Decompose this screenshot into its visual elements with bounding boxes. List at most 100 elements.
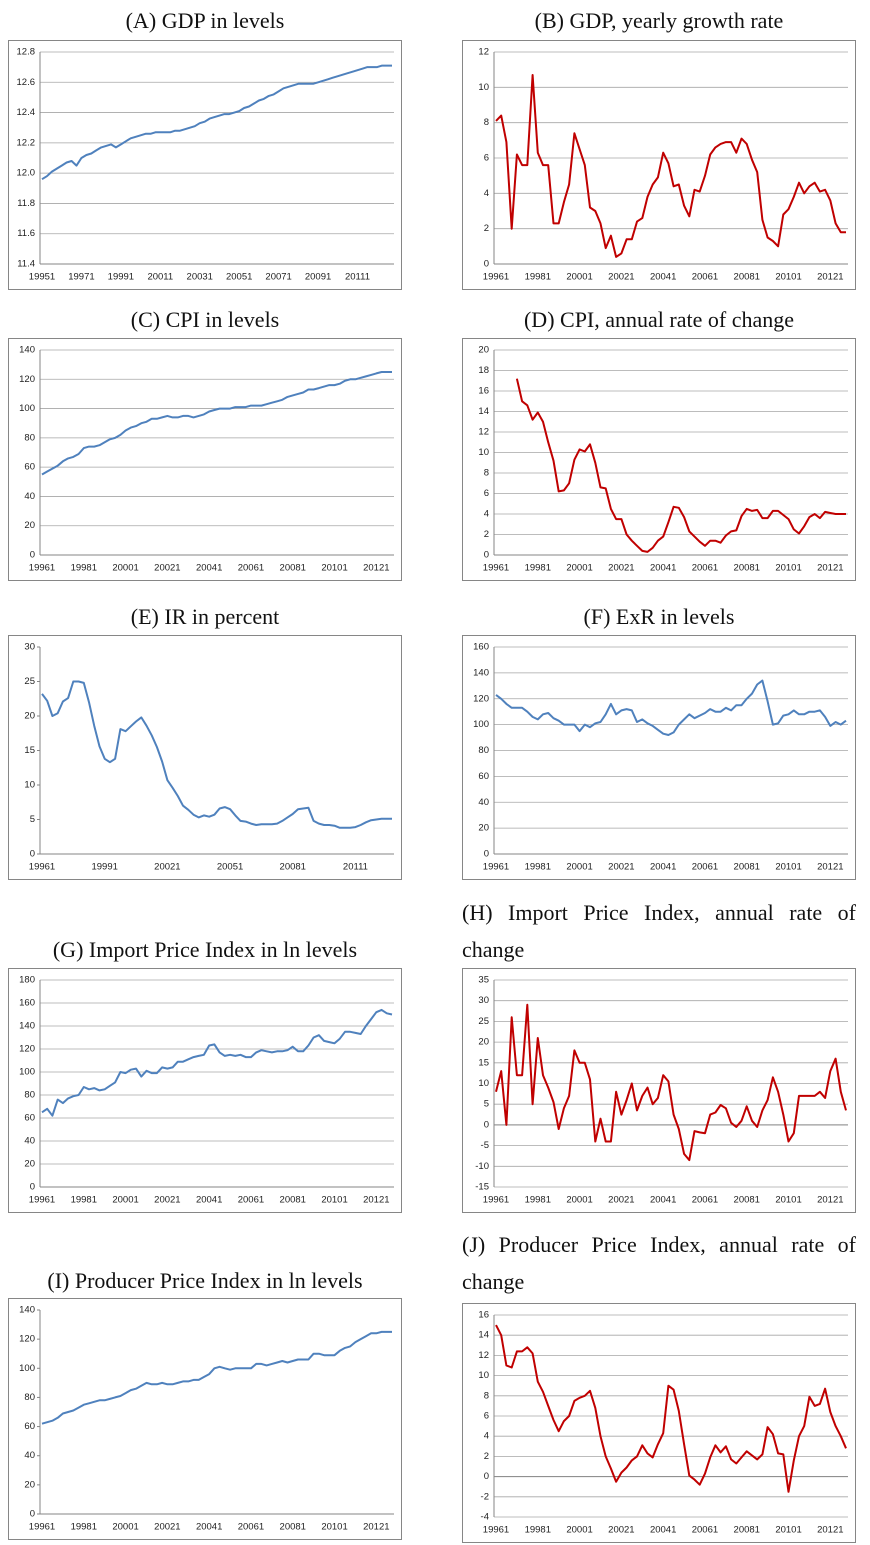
x-tick-label: 20041 (650, 862, 676, 873)
chart: 0 5 10 15 20 25 30 19961 19991 20021 20051 20081 201… (8, 635, 402, 880)
y-tick-label: 20 (24, 1159, 35, 1170)
x-tick-label: 20001 (566, 1195, 592, 1206)
x-tick-label: 20121 (817, 272, 843, 283)
x-tick-label: 19951 (29, 272, 55, 283)
y-tick-label: 14 (478, 406, 489, 417)
y-tick-label: 10 (478, 447, 489, 458)
y-tick-label: 0 (484, 550, 489, 561)
y-tick-label: 10 (478, 1078, 489, 1089)
x-tick-label: 20081 (734, 272, 760, 283)
chart-title: (D) CPI, annual rate of change (523, 307, 794, 332)
data-line (515, 378, 846, 553)
y-tick-label: 2 (484, 223, 489, 234)
y-tick-label: 100 (473, 719, 489, 730)
frame (8, 635, 402, 880)
x-tick-label: 19991 (108, 272, 134, 283)
x-tick-label: 20081 (280, 862, 306, 873)
y-tick-label: 12 (478, 427, 489, 438)
x-tick-label: 20001 (112, 1522, 138, 1533)
x-tick-label: 20091 (305, 272, 331, 283)
y-tick-label: 0 (30, 550, 35, 561)
y-tick-label: 8 (484, 117, 489, 128)
y-tick-label: 60 (478, 771, 489, 782)
chart: 0 2 4 6 8 10 12 19961 19981 20001 20021 20041 20061 2… (462, 40, 856, 290)
x-tick-label: 20121 (363, 563, 389, 574)
y-tick-label: -2 (481, 1491, 489, 1502)
y-tick-label: 120 (19, 374, 35, 385)
y-tick-label: 12.8 (17, 47, 36, 58)
y-tick-label: 180 (19, 975, 35, 986)
x-tick-label: 20021 (154, 862, 180, 873)
x-tick-label: 19981 (525, 272, 551, 283)
x-tick-label: 20021 (154, 563, 180, 574)
x-tick-label: 20101 (775, 563, 801, 574)
x-tick-label: 20121 (817, 563, 843, 574)
y-tick-label: 0 (30, 849, 35, 860)
x-tick-label: 20061 (692, 272, 718, 283)
y-tick-label: 15 (478, 1057, 489, 1068)
chart: 0 20 40 60 80 100 120 140 19961 19981 20001 20021 20… (8, 338, 402, 581)
x-tick-label: 20111 (345, 272, 370, 283)
chart-title: (C) CPI in levels (130, 307, 280, 332)
y-tick-label: 12.4 (17, 107, 36, 118)
x-tick-label: 20041 (196, 563, 222, 574)
x-tick-label: 20061 (692, 862, 718, 873)
y-tick-label: 11.8 (17, 198, 35, 209)
x-tick-label: 20021 (154, 1522, 180, 1533)
x-tick-label: 20121 (817, 1525, 843, 1536)
y-tick-label: 160 (473, 642, 489, 653)
y-tick-label: 120 (473, 693, 489, 704)
x-tick-label: 19981 (525, 1525, 551, 1536)
y-tick-label: 12 (478, 1350, 489, 1361)
x-tick-label: 19961 (483, 1525, 509, 1536)
y-tick-label: 14 (478, 1330, 489, 1341)
y-tick-label: 40 (478, 797, 489, 808)
x-tick-label: 20051 (226, 272, 252, 283)
x-tick-label: 20101 (321, 563, 347, 574)
x-tick-label: 20041 (650, 1525, 676, 1536)
y-tick-label: 120 (19, 1334, 35, 1345)
chart-title: (F) ExR in levels (583, 604, 735, 629)
frame (8, 40, 402, 290)
x-tick-label: 20051 (217, 862, 243, 873)
x-tick-label: 20061 (238, 1195, 264, 1206)
data-line (41, 1330, 392, 1425)
y-tick-label: 8 (484, 1390, 489, 1401)
x-tick-label: 20021 (154, 1195, 180, 1206)
chart-title: (J) Producer Price Index, annual rate of… (462, 1232, 856, 1294)
x-tick-label: 20061 (692, 1525, 718, 1536)
y-tick-label: 100 (19, 1067, 35, 1078)
y-tick-label: 12.0 (17, 168, 36, 179)
y-tick-label: 80 (478, 745, 489, 756)
y-tick-label: 40 (24, 1136, 35, 1147)
y-tick-label: 60 (24, 1113, 35, 1124)
y-tick-label: 30 (24, 642, 35, 653)
y-tick-label: 20 (24, 1479, 35, 1490)
x-tick-label: 20081 (280, 1195, 306, 1206)
frame (8, 1298, 402, 1540)
y-tick-label: 0 (30, 1509, 35, 1520)
frame (462, 968, 856, 1213)
chart-title: (I) Producer Price Index in ln levels (47, 1268, 363, 1293)
x-tick-label: 20011 (147, 272, 173, 283)
y-tick-label: 60 (24, 1421, 35, 1432)
x-tick-label: 20001 (566, 862, 592, 873)
x-tick-label: 20101 (775, 1195, 801, 1206)
x-tick-label: 20001 (566, 272, 592, 283)
chart: 0 20 40 60 80 100 120 140 160 180 19961 19981 20001 2… (8, 968, 402, 1213)
y-tick-label: -4 (481, 1512, 489, 1523)
chart: -4 -2 0 2 4 6 8 10 12 14 16 19961 19981 20001 20021 200… (462, 1303, 856, 1543)
y-tick-label: 12 (478, 47, 489, 58)
x-tick-label: 19981 (525, 1195, 551, 1206)
x-tick-label: 20061 (692, 1195, 718, 1206)
x-tick-label: 20041 (650, 1195, 676, 1206)
y-tick-label: -10 (475, 1161, 489, 1172)
x-tick-label: 20021 (608, 1525, 634, 1536)
y-tick-label: 2 (484, 529, 489, 540)
y-tick-label: 5 (484, 1099, 489, 1110)
frame (8, 968, 402, 1213)
y-tick-label: 10 (24, 780, 35, 791)
chart-title: (H) Import Price Index, annual rate of c… (462, 900, 856, 962)
x-tick-label: 20041 (196, 1195, 222, 1206)
y-tick-label: 140 (19, 345, 35, 356)
